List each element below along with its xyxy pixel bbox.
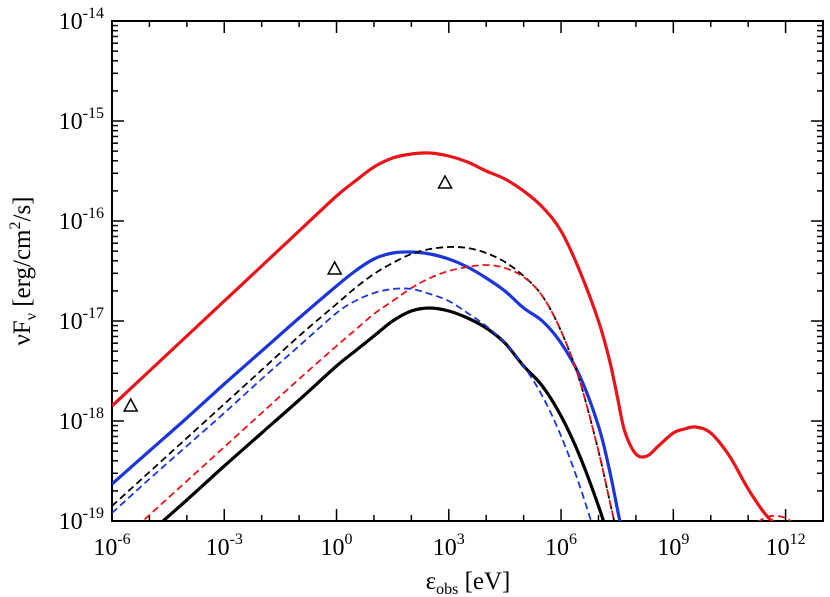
x-tick-label-base: 10 <box>321 535 345 561</box>
x-tick-labels: 10-6 10-3 100 103 106 109 1012 <box>93 531 805 561</box>
data-point-triangle-2 <box>326 260 343 275</box>
x-axis-title-sub: obs <box>436 581 458 597</box>
y-axis-title-part2: [erg/cm <box>9 229 36 313</box>
series-red-solid <box>112 151 775 521</box>
y-axis-title-sup: 2 <box>7 222 24 230</box>
y-tick-label: 10-17 <box>59 305 104 335</box>
y-tick-label-base: 10 <box>59 109 83 135</box>
x-axis-title-main: ε <box>426 568 437 595</box>
y-tick-label: 10-18 <box>59 405 104 435</box>
axis-ticks <box>112 21 823 521</box>
y-axis-title-part3: /s] <box>9 197 36 222</box>
x-tick-label-base: 10 <box>206 535 230 561</box>
y-tick-label: 10-14 <box>59 5 104 35</box>
x-tick-label: 106 <box>545 531 577 561</box>
y-tick-label-base: 10 <box>59 409 83 435</box>
x-tick-label: 100 <box>321 531 353 561</box>
x-tick-label-exponent: -3 <box>230 531 243 548</box>
y-tick-label: 10-16 <box>59 205 104 235</box>
y-axis-title-sub: ν <box>23 313 40 320</box>
x-tick-label: 1012 <box>766 531 806 561</box>
y-tick-label-exponent: -18 <box>83 405 104 422</box>
x-tick-label-exponent: 12 <box>790 531 806 548</box>
x-tick-label-exponent: 0 <box>345 531 353 548</box>
y-tick-label: 10-19 <box>59 505 104 535</box>
y-tick-label-exponent: -16 <box>83 205 104 222</box>
x-tick-label-base: 10 <box>433 535 457 561</box>
y-tick-label-base: 10 <box>59 309 83 335</box>
x-tick-label-exponent: 3 <box>457 531 465 548</box>
x-tick-label-base: 10 <box>93 535 117 561</box>
x-tick-label-exponent: -6 <box>117 531 130 548</box>
y-tick-label-base: 10 <box>59 9 83 35</box>
y-tick-label-exponent: -17 <box>83 305 104 322</box>
x-tick-label: 109 <box>657 531 689 561</box>
y-tick-label: 10-15 <box>59 105 104 135</box>
x-tick-label: 103 <box>433 531 465 561</box>
x-tick-label: 10-6 <box>93 531 130 561</box>
series-layer <box>112 151 792 521</box>
x-tick-label: 10-3 <box>206 531 243 561</box>
series-blue-dashed <box>112 287 592 521</box>
y-tick-label-exponent: -15 <box>83 105 104 122</box>
x-tick-label-exponent: 9 <box>681 531 689 548</box>
x-axis-title-rest: [eV] <box>458 568 510 595</box>
marker-layer <box>122 174 453 412</box>
y-tick-label-base: 10 <box>59 209 83 235</box>
x-tick-label-base: 10 <box>545 535 569 561</box>
x-tick-label-exponent: 6 <box>569 531 577 548</box>
y-axis-title: νFν [erg/cm2/s] <box>7 197 40 346</box>
series-red-dashed <box>141 264 616 521</box>
y-tick-label-exponent: -14 <box>83 5 104 22</box>
x-tick-label-base: 10 <box>766 535 790 561</box>
y-axis-title-part1: νF <box>9 320 36 345</box>
series-blue-solid <box>112 250 622 521</box>
x-tick-label-base: 10 <box>657 535 681 561</box>
series-black-solid <box>160 306 606 521</box>
data-point-triangle-1 <box>122 397 139 412</box>
x-axis-title: εobs [eV] <box>426 568 511 597</box>
plot-frame <box>111 20 824 522</box>
y-tick-label-exponent: -19 <box>83 505 104 522</box>
series-black-dashed <box>112 246 616 521</box>
data-point-triangle-3 <box>437 174 453 189</box>
y-tick-label-base: 10 <box>59 509 83 535</box>
